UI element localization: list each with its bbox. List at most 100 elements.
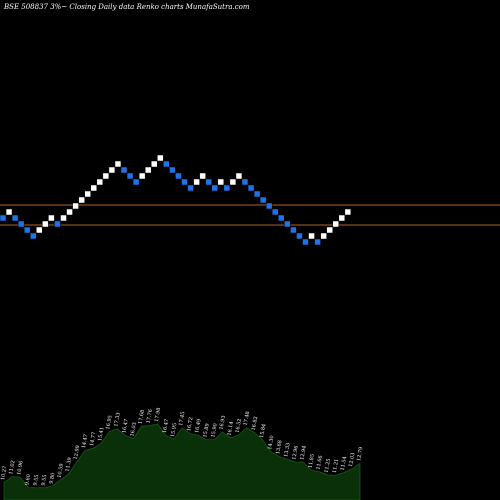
down-brick (175, 172, 182, 180)
volume-label: 17.76 (146, 409, 154, 424)
up-brick (344, 208, 352, 216)
volume-label: 12.03 (348, 452, 356, 467)
down-brick (187, 184, 194, 192)
up-brick (72, 202, 79, 210)
up-brick (48, 214, 55, 222)
down-brick (169, 166, 176, 174)
up-brick (84, 190, 91, 198)
up-brick (326, 226, 333, 234)
volume-label: 17.98 (154, 407, 162, 422)
volume-label: 12.99 (73, 445, 81, 460)
volume-label: 16.82 (251, 416, 259, 431)
down-brick (272, 208, 279, 216)
volume-label: 11.02 (8, 460, 16, 475)
down-brick (163, 160, 170, 168)
up-brick (229, 178, 237, 186)
up-brick (108, 166, 116, 174)
chart-title: BSE 508837 3%~ Closing Daily data Renko … (3, 3, 250, 11)
up-brick (217, 178, 225, 186)
down-brick (30, 232, 37, 240)
volume-label: 14.47 (81, 434, 89, 449)
down-brick (278, 214, 285, 222)
volume-label: 16.93 (219, 415, 227, 430)
volume-label: 9.80 (49, 472, 57, 484)
up-brick (5, 208, 13, 216)
volume-label: 14.77 (89, 431, 97, 446)
down-brick (302, 238, 309, 246)
volume-label: 11.25 (324, 458, 332, 473)
volume-label: 16.95 (105, 415, 113, 430)
volume-label: 16.47 (162, 419, 170, 434)
volume-label: 10.59 (57, 463, 65, 478)
up-brick (144, 166, 152, 174)
volume-label: 11.21 (332, 458, 340, 473)
volume-label: 15.41 (97, 427, 105, 442)
down-brick (247, 184, 255, 192)
up-brick (338, 214, 346, 222)
volume-label: 11.66 (316, 455, 324, 470)
up-brick (102, 172, 110, 180)
up-brick (96, 178, 104, 186)
volume-label: 11.85 (308, 454, 316, 469)
volume-label: 10.96 (16, 460, 24, 475)
down-brick (296, 232, 303, 240)
down-brick (23, 226, 31, 234)
volume-label: 16.47 (121, 419, 129, 434)
volume-label: 16.52 (235, 418, 243, 433)
volume-label: 15.84 (259, 423, 267, 438)
up-brick (114, 160, 122, 168)
down-brick (54, 220, 61, 228)
volume-label: 12.94 (299, 445, 307, 460)
volume-label: 10.27 (0, 466, 8, 481)
down-brick (253, 190, 261, 198)
volume-area (3, 423, 361, 500)
volume-label: 15.90 (210, 423, 218, 438)
up-brick (151, 160, 158, 168)
volume-label: 17.33 (113, 412, 121, 427)
up-brick (308, 232, 315, 240)
up-brick (78, 196, 85, 204)
volume-label: 15.89 (202, 423, 210, 438)
volume-label: 16.72 (186, 417, 194, 432)
down-brick (265, 202, 273, 210)
down-brick (223, 184, 231, 192)
volume-label: 13.33 (283, 442, 291, 457)
up-brick (235, 172, 243, 180)
down-brick (314, 238, 321, 246)
down-brick (290, 226, 297, 234)
up-brick (66, 208, 73, 216)
volume-label: 17.45 (178, 411, 186, 426)
down-brick (11, 214, 19, 222)
up-brick (42, 220, 49, 228)
down-brick (241, 178, 249, 186)
down-brick (284, 220, 291, 228)
reference-lines (0, 204, 500, 226)
up-brick (193, 178, 200, 186)
volume-labels: 10.27 11.02 10.969.60 9.55 9.55 9.80 10.59 11.3… (0, 407, 364, 486)
volume-label: 17.68 (138, 409, 146, 424)
volume-label: 11.54 (340, 456, 348, 471)
volume-area-path (3, 423, 361, 500)
volume-label: 9.55 (41, 474, 49, 486)
down-brick (120, 166, 128, 174)
down-brick (259, 196, 267, 204)
down-brick (211, 184, 218, 192)
down-brick (205, 178, 212, 186)
up-brick (157, 154, 164, 162)
up-brick (36, 226, 43, 234)
up-brick (60, 214, 67, 222)
down-brick (132, 178, 140, 186)
volume-label: 11.39 (65, 457, 73, 472)
up-brick (90, 184, 97, 192)
volume-label: 14.30 (267, 435, 275, 450)
up-brick (199, 172, 206, 180)
up-brick (320, 232, 327, 240)
volume-label: 16.49 (194, 418, 202, 433)
volume-label: 16.03 (130, 422, 138, 437)
up-brick (332, 220, 339, 228)
down-brick (126, 172, 134, 180)
volume-label: 9.60 (24, 474, 32, 486)
volume-label: 12.96 (291, 445, 299, 460)
down-brick (0, 214, 7, 222)
